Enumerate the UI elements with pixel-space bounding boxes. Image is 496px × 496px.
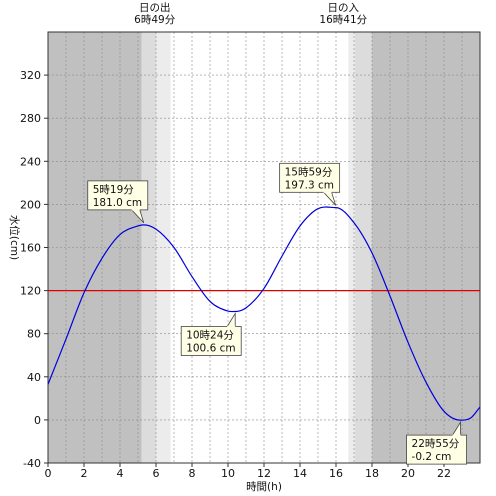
y-tick-label: -40 [23,457,41,470]
callout-value: -0.2 cm [412,451,452,463]
axes: 0 2 4 6 8 10 12 14 16 18 20 22 -40 0 40 80 120 160 200 240 2… [20,69,451,480]
callout-value: 100.6 cm [186,343,235,355]
x-tick-label: 6 [153,467,160,480]
tide-curve [47,206,481,421]
sunrise-time: 6時49分 [134,14,176,26]
x-axis-label: 時間(h) [246,481,282,493]
y-tick-label: 80 [27,328,41,341]
x-tick-label: 8 [189,467,196,480]
callout-box [87,180,149,211]
x-tick-label: 22 [437,467,451,480]
sunset-label: 日の入 [328,2,360,14]
y-tick-label: 0 [34,414,41,427]
y-tick-label: 160 [20,242,41,255]
callout-box [180,326,242,356]
x-tick-label: 12 [257,467,271,480]
callout: 22時55分-0.2 cm [406,420,467,465]
sunset-time: 16時41分 [319,14,367,26]
twilight-band-evening [354,32,372,463]
x-tick-label: 10 [221,467,235,480]
y-tick-label: 200 [20,198,41,211]
dusk-band [348,32,355,463]
callout-time: 15時59分 [285,166,333,178]
callout-value: 181.0 cm [93,197,142,209]
x-tick-label: 14 [293,467,307,480]
sunrise-label: 日の出 [139,1,171,14]
x-tick-label: 4 [117,467,124,480]
night-band-morning [48,32,142,463]
callout-time: 22時55分 [412,438,460,450]
sun-labels: 日の出 6時49分 日の入 16時41分 [134,1,367,26]
y-tick-label: 40 [27,371,41,384]
y-tick-label: 120 [20,285,41,298]
y-tick-label: 240 [20,155,41,168]
callout-box [279,162,341,193]
x-tick-label: 0 [45,467,52,480]
x-tick-label: 16 [329,467,343,480]
callout-time: 10時24分 [186,330,234,342]
x-tick-label: 20 [401,467,415,480]
y-tick-label: 320 [20,69,41,82]
callout-value: 197.3 cm [285,179,334,191]
y-tick-label: 280 [20,112,41,125]
callout-box [406,434,467,465]
callout-time: 5時19分 [93,184,135,196]
x-tick-label: 2 [81,467,88,480]
x-tick-label: 18 [365,467,379,480]
dawn-band [156,32,171,463]
y-axis-label: 水位(cm) [8,215,21,260]
